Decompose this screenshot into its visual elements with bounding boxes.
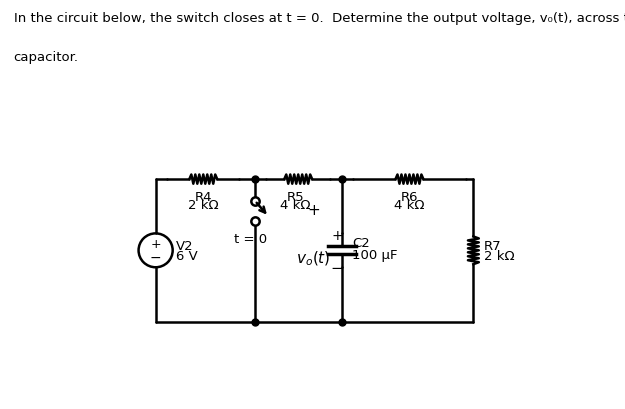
Text: 2 kΩ: 2 kΩ (188, 199, 219, 212)
Text: C2: C2 (352, 236, 370, 249)
Text: capacitor.: capacitor. (14, 51, 79, 64)
Text: t = 0: t = 0 (234, 233, 267, 246)
Text: +: + (308, 203, 320, 218)
Text: R6: R6 (401, 191, 418, 203)
Text: 4 kΩ: 4 kΩ (280, 199, 311, 212)
Text: 2 kΩ: 2 kΩ (484, 249, 515, 263)
Text: In the circuit below, the switch closes at t = 0.  Determine the output voltage,: In the circuit below, the switch closes … (14, 12, 625, 25)
Text: V2: V2 (176, 240, 193, 253)
Text: 6 V: 6 V (176, 249, 198, 263)
Text: −: − (331, 260, 343, 275)
Text: +: + (331, 228, 342, 242)
Text: R7: R7 (484, 240, 502, 253)
Text: 100 μF: 100 μF (352, 248, 398, 261)
Text: 4 kΩ: 4 kΩ (394, 199, 425, 212)
Text: R5: R5 (286, 191, 304, 203)
Text: R4: R4 (194, 191, 212, 203)
Text: $v_o(t)$: $v_o(t)$ (296, 249, 331, 267)
Text: +: + (151, 237, 161, 250)
Text: −: − (150, 251, 161, 265)
